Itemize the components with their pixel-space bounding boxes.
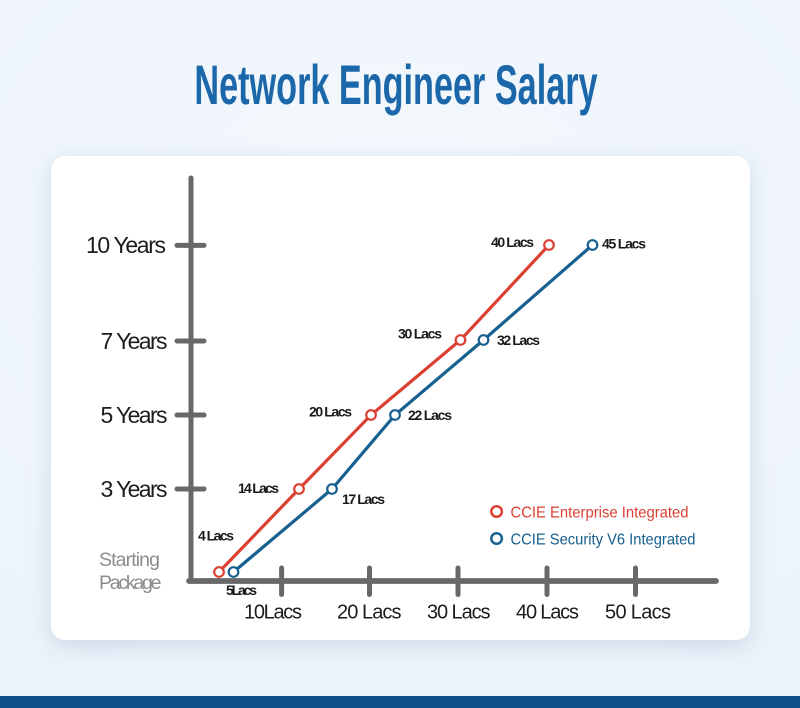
svg-text:5Lacs: 5Lacs [226,582,257,598]
svg-text:Starting: Starting [99,549,160,571]
svg-text:CCIE Enterprise Integrated: CCIE Enterprise Integrated [511,505,689,522]
svg-text:Package: Package [99,572,162,594]
svg-text:10Lacs: 10Lacs [244,602,302,624]
svg-text:32 Lacs: 32 Lacs [497,332,540,348]
svg-text:20 Lacs: 20 Lacs [309,404,352,420]
svg-text:20 Lacs: 20 Lacs [337,602,402,624]
svg-text:5 Years: 5 Years [101,402,168,428]
svg-text:10 Years: 10 Years [86,232,166,258]
svg-text:50 Lacs: 50 Lacs [605,602,671,624]
svg-text:22 Lacs: 22 Lacs [408,407,452,423]
svg-text:30 Lacs: 30 Lacs [427,602,491,624]
svg-text:4 Lacs: 4 Lacs [198,528,234,544]
svg-text:CCIE Security V6 Integrated: CCIE Security V6 Integrated [511,532,696,549]
svg-text:17 Lacs: 17 Lacs [342,491,385,507]
svg-text:30 Lacs: 30 Lacs [398,326,442,342]
svg-text:45 Lacs: 45 Lacs [602,236,646,252]
svg-text:7 Years: 7 Years [101,328,168,354]
svg-text:40 Lacs: 40 Lacs [516,602,579,624]
svg-text:40 Lacs: 40 Lacs [491,234,534,250]
svg-text:3 Years: 3 Years [101,476,168,502]
svg-text:14 Lacs: 14 Lacs [238,480,279,496]
